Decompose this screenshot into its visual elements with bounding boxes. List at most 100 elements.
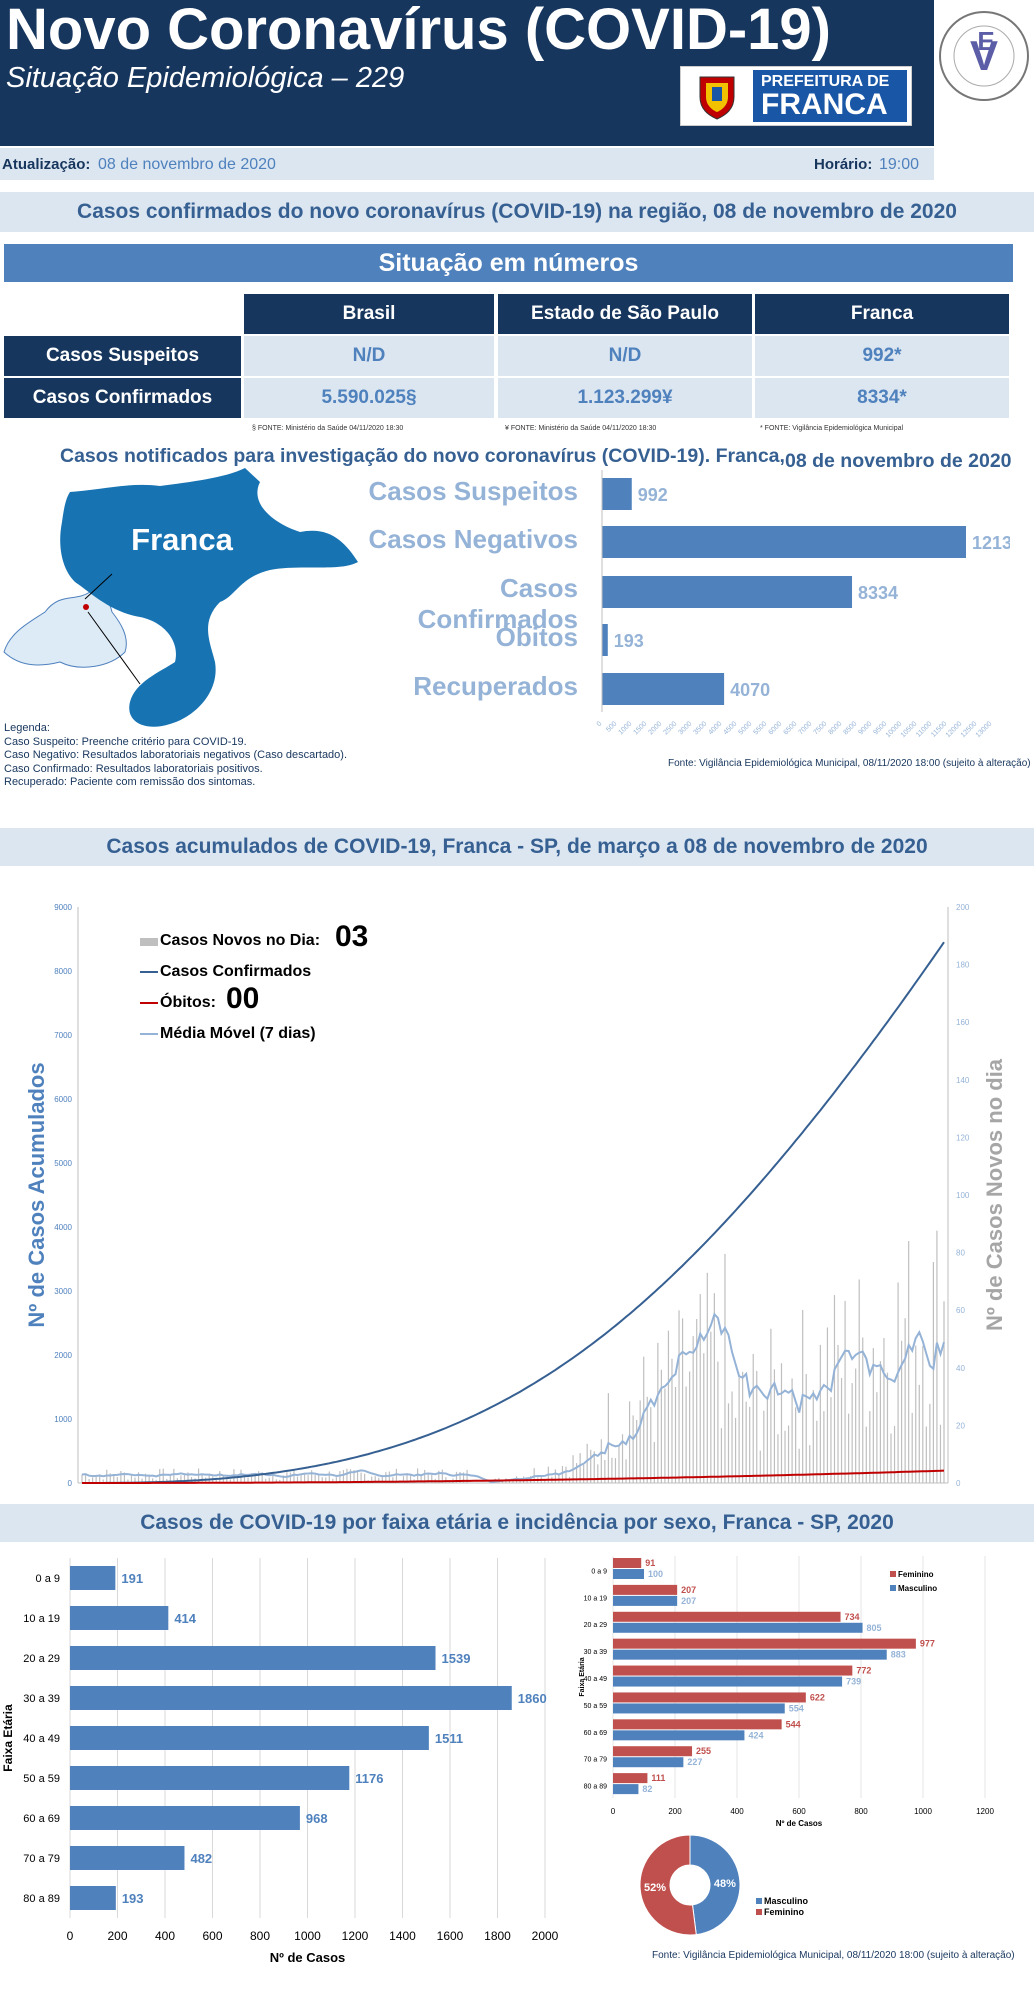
- new-cases-bar: [501, 1480, 504, 1483]
- new-cases-bar: [346, 1468, 348, 1483]
- new-cases-bar: [713, 1293, 715, 1483]
- new-cases-bar: [141, 1478, 143, 1483]
- new-cases-bar: [939, 1424, 942, 1483]
- new-cases-bar: [929, 1403, 931, 1483]
- cell-confirmados-brasil: 5.590.025§: [244, 378, 494, 418]
- accum-left-tick: 8000: [54, 967, 72, 976]
- new-cases-bar: [339, 1471, 341, 1483]
- sex-bar-masculino: [613, 1730, 745, 1741]
- new-cases-bar: [763, 1410, 765, 1483]
- age-bar: [70, 1686, 512, 1710]
- sex-xlabel: Nº de Casos: [776, 1819, 823, 1828]
- new-cases-bar: [855, 1368, 857, 1483]
- accum-left-tick: 6000: [54, 1095, 72, 1104]
- age-category: 50 a 59: [23, 1773, 60, 1785]
- sex-bar-value: 739: [846, 1677, 861, 1687]
- bar-label-obitos: Óbitos: [495, 622, 578, 652]
- sex-legend-swatch: [890, 1571, 896, 1577]
- new-cases-bar: [759, 1450, 761, 1483]
- sex-tick: 800: [854, 1807, 868, 1816]
- new-cases-bar: [833, 1295, 836, 1483]
- new-cases-bar: [409, 1475, 412, 1483]
- accum-left-tick: 0: [68, 1479, 73, 1488]
- new-cases-bar: [152, 1478, 154, 1483]
- accum-legend: Casos Novos no Dia: 03 Casos Confirmados…: [140, 920, 380, 1042]
- legend-confirmed: Casos Confirmados: [160, 963, 312, 980]
- new-cases-bar: [936, 1230, 938, 1483]
- age-bar-value: 1860: [518, 1691, 547, 1706]
- new-cases-bar: [699, 1294, 701, 1483]
- new-cases-bar: [674, 1386, 677, 1483]
- new-cases-bar: [766, 1397, 768, 1483]
- age-bar-value: 1511: [435, 1731, 463, 1746]
- sex-bar-masculino: [613, 1595, 678, 1606]
- new-cases-bar: [565, 1466, 567, 1483]
- new-cases-bar: [607, 1393, 609, 1483]
- new-cases-bar: [381, 1475, 383, 1483]
- sex-bar-feminino: [613, 1773, 648, 1784]
- new-cases-bar: [127, 1479, 129, 1483]
- new-cases-bar: [851, 1383, 853, 1483]
- notified-bar-value: 193: [614, 631, 644, 651]
- franca-map: Franca: [3, 468, 359, 727]
- new-cases-bar: [300, 1475, 302, 1483]
- pie-label: 52%: [644, 1882, 666, 1894]
- new-cases-bar: [636, 1420, 638, 1483]
- sex-bar-value: 734: [845, 1612, 860, 1622]
- sex-category: 10 a 19: [584, 1595, 607, 1602]
- age-bar-value: 193: [122, 1891, 144, 1906]
- bar-label-confirmados: Casos Confirmados: [417, 573, 578, 634]
- new-cases-bar: [893, 1426, 896, 1483]
- new-cases-bar: [349, 1469, 352, 1483]
- new-cases-bar: [120, 1470, 122, 1483]
- notified-legend: Legenda: Caso Suspeito: Preenche critéri…: [4, 722, 347, 790]
- age-category: 60 a 69: [23, 1813, 60, 1825]
- sex-bar-value: 883: [891, 1650, 906, 1660]
- footnote-sp: ¥ FONTE: Ministério da Saúde 04/11/2020 …: [505, 425, 657, 432]
- row-suspeitos-label: Casos Suspeitos: [4, 336, 241, 376]
- new-cases-bar: [462, 1472, 465, 1483]
- legend-deaths-value: 00: [226, 982, 260, 1015]
- accum-right-tick: 40: [956, 1364, 965, 1373]
- col-sao-paulo: Estado de São Paulo: [498, 294, 752, 334]
- new-cases-bar: [752, 1353, 754, 1483]
- new-cases-bar: [643, 1356, 645, 1483]
- coat-of-arms-icon: [681, 68, 753, 124]
- accum-left-tick: 1000: [54, 1415, 72, 1424]
- new-cases-bar: [406, 1473, 408, 1483]
- age-bar: [70, 1846, 185, 1870]
- sex-category: 70 a 79: [584, 1757, 607, 1764]
- new-cases-bar: [459, 1471, 461, 1483]
- notified-tick: 3500: [692, 720, 708, 736]
- deaths-swatch: [140, 1002, 158, 1004]
- new-cases-bar: [335, 1477, 337, 1483]
- sex-bar-feminino: [613, 1665, 853, 1676]
- sex-legend-swatch: [890, 1585, 896, 1591]
- sex-tick: 600: [792, 1807, 806, 1816]
- new-cases-bar: [593, 1451, 595, 1483]
- region-title: Casos confirmados do novo coronavírus (C…: [0, 192, 1034, 232]
- age-bar: [70, 1606, 169, 1630]
- accum-left-tick: 9000: [54, 903, 72, 912]
- age-tick: 400: [155, 1929, 175, 1943]
- age-bar: [70, 1646, 436, 1670]
- sex-bar-value: 82: [642, 1784, 652, 1794]
- region-title-text: Casos confirmados do novo coronavírus (C…: [77, 200, 708, 223]
- new-cases-bar: [438, 1470, 440, 1483]
- new-cases-bar: [427, 1473, 429, 1483]
- new-cases-bar: [703, 1353, 705, 1483]
- new-cases-bar: [222, 1476, 224, 1483]
- new-cases-bar: [417, 1468, 419, 1483]
- new-cases-bar: [466, 1469, 468, 1483]
- new-cases-bar: [99, 1474, 101, 1483]
- notified-bar-value: 4070: [730, 680, 770, 700]
- accum-right-tick: 140: [956, 1076, 970, 1085]
- notified-source: Fonte: Vigilância Epidemiológica Municip…: [668, 758, 1031, 769]
- sex-bar-value: 805: [867, 1623, 882, 1633]
- new-cases-bar: [183, 1473, 186, 1483]
- age-bar-value: 1176: [355, 1771, 383, 1786]
- new-cases-bar: [378, 1477, 380, 1483]
- new-cases-bar: [424, 1469, 426, 1483]
- notified-tick: 1500: [632, 720, 648, 736]
